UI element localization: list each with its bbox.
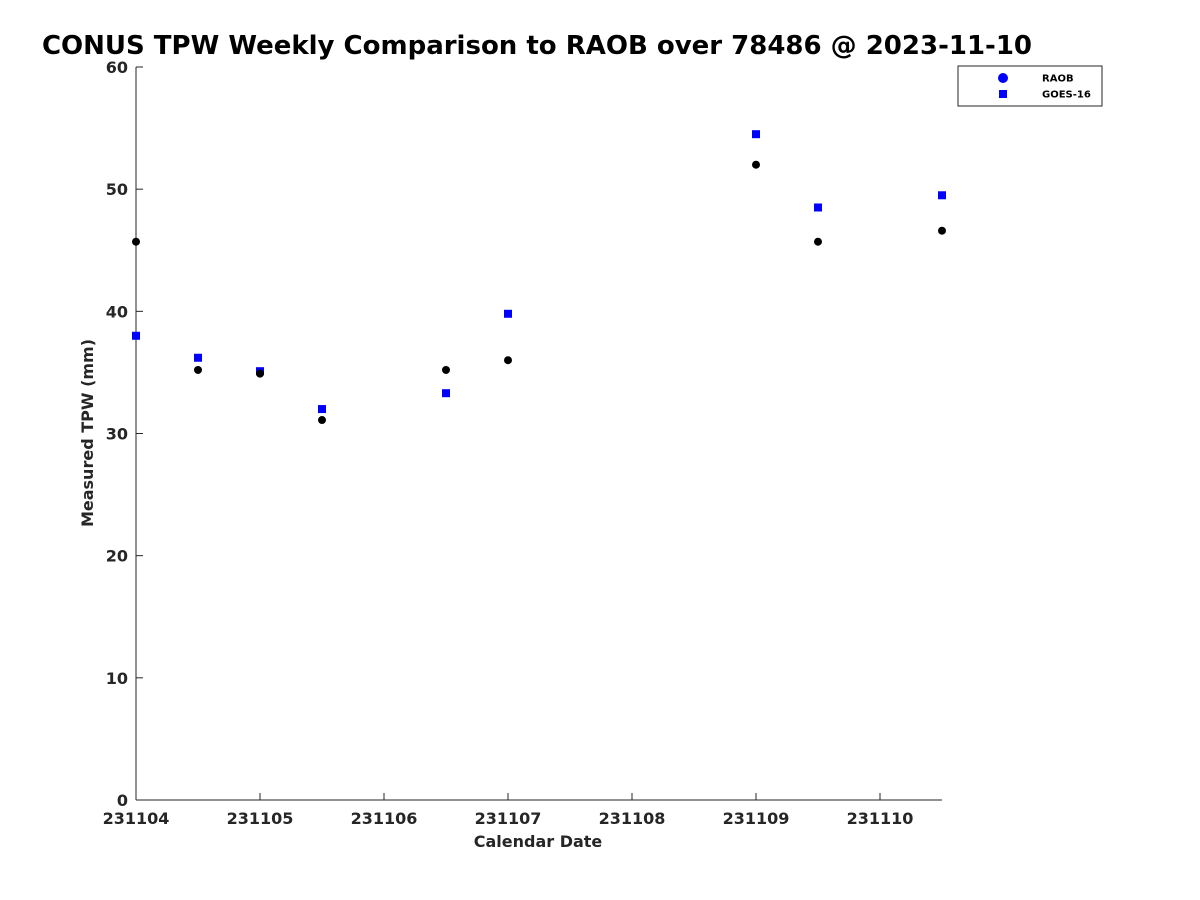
data-point-raob (256, 369, 264, 378)
legend: RAOB GOES-16 (957, 65, 1103, 107)
data-point-raob (318, 416, 326, 425)
y-tick-label: 0 (117, 791, 128, 810)
data-point-goes-16 (132, 331, 140, 340)
data-point-goes-16 (752, 130, 760, 139)
legend-box (957, 65, 1103, 107)
y-tick-label: 50 (106, 180, 128, 199)
x-ticks: 231104 231105 231106 231107 231108 231109 2311… (103, 793, 914, 828)
y-ticks: 0 10 20 30 40 50 60 (106, 58, 143, 810)
legend-label-raob: RAOB (1042, 74, 1074, 85)
data-point-goes-16 (504, 309, 512, 318)
data-point-goes-16 (194, 353, 202, 362)
y-tick-label: 40 (106, 302, 128, 321)
data-point-goes-16 (442, 389, 450, 398)
data-point-raob (814, 237, 822, 246)
data-point-raob (504, 356, 512, 365)
y-tick-label: 30 (106, 425, 128, 444)
chart-title: CONUS TPW Weekly Comparison to RAOB over… (42, 31, 1032, 61)
data-point-raob (938, 226, 946, 235)
data-point-raob (442, 365, 450, 374)
x-tick-label: 231109 (723, 809, 790, 828)
legend-marker-raob (998, 73, 1008, 83)
y-tick-label: 10 (106, 669, 128, 688)
x-tick-label: 231104 (103, 809, 170, 828)
x-tick-label: 231105 (227, 809, 294, 828)
data-point-raob (752, 160, 760, 169)
data-point-raob (194, 365, 202, 374)
y-tick-label: 60 (106, 58, 128, 77)
legend-marker-goes-16 (999, 90, 1007, 98)
data-point-raob (132, 237, 140, 246)
x-axis-label: Calendar Date (474, 832, 603, 851)
data-points (132, 130, 946, 425)
x-tick-label: 231107 (475, 809, 542, 828)
data-point-goes-16 (318, 405, 326, 414)
data-point-goes-16 (938, 191, 946, 200)
data-point-goes-16 (814, 203, 822, 212)
axes (135, 67, 942, 801)
x-tick-label: 231110 (847, 809, 914, 828)
x-tick-label: 231108 (599, 809, 666, 828)
y-tick-label: 20 (106, 547, 128, 566)
legend-label-goes-16: GOES-16 (1042, 90, 1091, 101)
x-tick-label: 231106 (351, 809, 418, 828)
y-axis-label: Measured TPW (mm) (78, 339, 97, 527)
